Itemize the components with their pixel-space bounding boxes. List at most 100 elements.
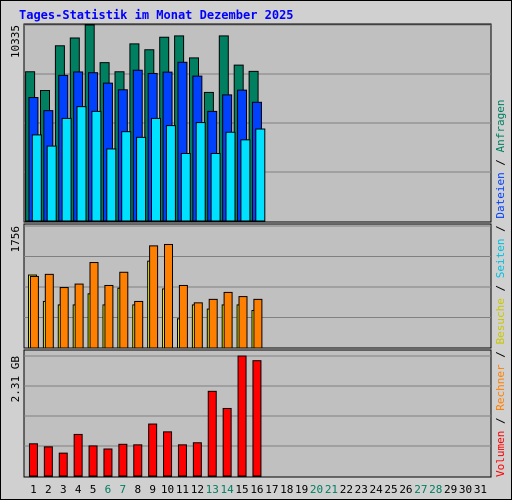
bar-rechner-day-5	[89, 262, 99, 349]
bar-seiten-day-11	[180, 152, 191, 222]
bar-seiten-day-4	[76, 106, 87, 222]
bar-volumen-day-16	[252, 360, 262, 477]
y-max-label-mid: 1756	[9, 226, 22, 253]
bar-rechner-day-8	[134, 300, 144, 349]
bar-rechner-day-10	[164, 243, 173, 349]
bar-rechner-day-4	[74, 283, 84, 349]
bar-rechner-day-16	[253, 298, 263, 349]
legend-separator: /	[494, 278, 507, 298]
x-tick-label-day-10: 10	[161, 483, 174, 496]
bar-seiten-day-7	[121, 131, 132, 222]
x-tick-label-day-13: 13	[206, 483, 219, 496]
x-axis-day-labels: 1 2 3 4 5 6 7 8 9 10 11 12 13 14 15 16 17 18 19 20 21 22 23 24 2…	[30, 483, 487, 496]
x-tick-label-day-5: 5	[90, 483, 97, 496]
x-tick-label-day-29: 29	[444, 483, 457, 496]
y-max-label-top: 10335	[9, 25, 22, 58]
x-tick-label-day-6: 6	[105, 483, 112, 496]
x-tick-label-day-27: 27	[414, 483, 427, 496]
bar-rechner-day-9	[149, 245, 159, 349]
x-tick-label-day-12: 12	[191, 483, 204, 496]
bar-volumen-day-8	[133, 444, 143, 477]
legend-item-seiten: Seiten	[494, 239, 507, 279]
legend-separator: /	[494, 152, 507, 172]
legend-text: Volumen / Rechner / Besuche / Seiten / D…	[494, 99, 507, 477]
bar-seiten-day-10	[165, 125, 176, 222]
bar-seiten-day-9	[151, 117, 161, 222]
x-tick-label-day-21: 21	[325, 483, 338, 496]
x-tick-label-day-24: 24	[370, 483, 384, 496]
bar-volumen-day-14	[222, 407, 232, 477]
bar-rechner-day-11	[178, 284, 188, 349]
bar-rechner-day-14	[223, 291, 233, 349]
bar-seiten-day-3	[61, 117, 72, 222]
panel-mid: 1756	[9, 223, 492, 349]
bar-rechner-day-3	[59, 287, 69, 349]
bar-volumen-day-3	[58, 452, 68, 477]
bar-volumen-day-2	[43, 446, 53, 477]
legend-item-anfragen: Anfragen	[494, 99, 507, 152]
bar-rechner-day-7	[119, 271, 129, 349]
y-max-label-bot: 2.31 GB	[9, 356, 22, 403]
legend-item-rechner: Rechner	[494, 364, 507, 411]
x-tick-label-day-20: 20	[310, 483, 323, 496]
bar-seiten-day-1	[31, 134, 42, 222]
legend-separator: /	[494, 345, 507, 365]
bar-seiten-day-16	[255, 128, 266, 222]
bar-volumen-day-5	[88, 445, 98, 477]
bar-seiten-day-14	[225, 131, 236, 222]
bar-volumen-day-7	[118, 443, 128, 477]
x-tick-label-day-7: 7	[120, 483, 127, 496]
x-tick-label-day-31: 31	[474, 483, 487, 496]
x-tick-label-day-9: 9	[149, 483, 156, 496]
x-tick-label-day-15: 15	[235, 483, 248, 496]
x-tick-label-day-3: 3	[60, 483, 67, 496]
bar-rechner-day-6	[104, 284, 114, 349]
x-tick-label-day-28: 28	[429, 483, 442, 496]
x-tick-label-day-19: 19	[295, 483, 308, 496]
bar-volumen-day-13	[207, 390, 217, 477]
x-tick-label-day-14: 14	[221, 483, 235, 496]
x-tick-label-day-18: 18	[280, 483, 293, 496]
panel-bot: 2.31 GB	[9, 349, 492, 478]
x-tick-label-day-1: 1	[30, 483, 37, 496]
x-tick-label-day-30: 30	[459, 483, 472, 496]
bar-rechner-day-2	[44, 273, 54, 349]
panel-top: 10335	[9, 23, 492, 223]
chart-title: Tages-Statistik im Monat Dezember 2025	[19, 8, 294, 22]
bar-seiten-day-15	[240, 139, 251, 222]
x-tick-label-day-17: 17	[265, 483, 278, 496]
bar-volumen-day-4	[73, 433, 83, 477]
bar-volumen-day-1	[28, 443, 38, 477]
bar-rechner-day-1	[29, 275, 39, 349]
bar-volumen-day-10	[163, 431, 173, 477]
bar-seiten-day-6	[106, 148, 117, 222]
bar-seiten-day-8	[136, 136, 147, 222]
legend-separator: /	[494, 411, 507, 431]
bar-seiten-day-2	[46, 145, 57, 222]
x-tick-label-day-22: 22	[340, 483, 353, 496]
x-tick-label-day-8: 8	[134, 483, 141, 496]
legend-item-volumen: Volumen	[494, 431, 507, 477]
x-tick-label-day-4: 4	[75, 483, 82, 496]
legend-item-dateien: Dateien	[494, 172, 507, 218]
bar-volumen-day-6	[103, 448, 113, 477]
chart-panels: 10335 1756 2.31 GB	[9, 23, 492, 478]
bar-volumen-day-9	[148, 423, 158, 477]
bar-volumen-day-11	[177, 444, 187, 477]
bar-seiten-day-12	[195, 122, 206, 222]
bar-seiten-day-13	[210, 152, 221, 222]
legend-separator: /	[494, 219, 507, 239]
x-tick-label-day-16: 16	[250, 483, 263, 496]
x-tick-label-day-23: 23	[355, 483, 368, 496]
bar-rechner-day-13	[208, 298, 218, 349]
x-tick-label-day-26: 26	[399, 483, 412, 496]
x-tick-label-day-2: 2	[45, 483, 52, 496]
x-tick-label-day-25: 25	[384, 483, 397, 496]
bar-rechner-day-15	[238, 296, 248, 349]
bar-seiten-day-5	[91, 110, 102, 222]
legend-item-besuche: Besuche	[494, 298, 507, 344]
bar-rechner-day-12	[193, 302, 203, 349]
bar-volumen-day-12	[192, 442, 202, 477]
bar-volumen-day-15	[237, 355, 247, 477]
